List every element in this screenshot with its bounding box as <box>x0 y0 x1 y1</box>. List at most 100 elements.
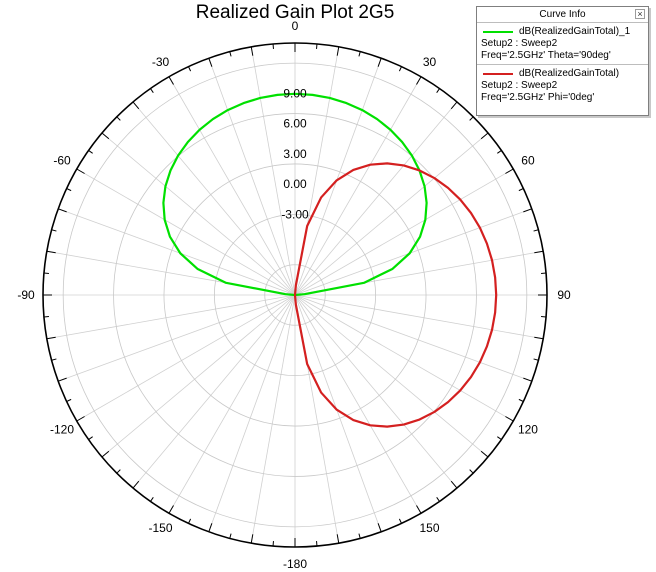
grid-spoke <box>132 294 296 489</box>
outer-tick <box>416 76 422 85</box>
curves <box>162 92 498 428</box>
ring-label: -3.00 <box>281 207 309 221</box>
legend-entry[interactable]: dB(RealizedGainTotal) Setup2 : Sweep2 Fr… <box>477 65 648 106</box>
outer-tick <box>534 250 544 254</box>
outer-tick <box>51 358 57 361</box>
outer-tick <box>377 58 382 67</box>
outer-tick <box>533 229 539 232</box>
outer-tick <box>188 66 192 72</box>
outer-tick <box>168 505 174 514</box>
legend-header: Curve Info × <box>477 7 648 23</box>
grid-spoke <box>294 208 532 296</box>
outer-tick <box>66 398 72 402</box>
grid-spoke <box>294 76 422 296</box>
outer-tick <box>46 336 56 340</box>
grid-spoke <box>294 294 532 382</box>
angle-tick-label: -90 <box>17 288 35 302</box>
legend-series-name: dB(RealizedGainTotal) <box>519 68 620 79</box>
outer-tick <box>188 518 192 524</box>
legend-series-setup: Setup2 : Sweep2 <box>481 80 558 91</box>
outer-tick <box>101 450 110 458</box>
grid-ring <box>213 213 377 377</box>
grid-spoke <box>294 294 544 340</box>
grid-spoke <box>132 101 296 296</box>
polar-grid <box>42 42 548 548</box>
outer-tick <box>229 533 232 539</box>
outer-tick <box>116 116 121 121</box>
outer-tick <box>336 534 340 544</box>
grid-ring <box>62 62 528 528</box>
outer-tick <box>480 450 489 458</box>
grid-spoke <box>294 101 458 296</box>
grid-ring <box>113 113 477 477</box>
angle-tick-label: 0 <box>292 19 299 33</box>
grid-spoke <box>294 294 514 422</box>
series-2-curve <box>293 162 498 428</box>
legend-title: Curve Info <box>539 9 586 20</box>
angle-tick-label: 150 <box>419 521 439 535</box>
angle-tick-label: 60 <box>521 154 535 168</box>
grid-spoke <box>294 294 422 514</box>
legend-entry[interactable]: dB(RealizedGainTotal)_1 Setup2 : Sweep2 … <box>477 23 648 65</box>
angle-tick-label: -60 <box>53 154 71 168</box>
outer-tick <box>336 46 340 56</box>
outer-tick <box>450 101 458 110</box>
grid-spoke <box>208 58 296 296</box>
outer-tick <box>523 208 532 213</box>
outer-tick <box>66 188 72 192</box>
legend-series-setup: Setup2 : Sweep2 <box>481 38 558 49</box>
chart-title: Realized Gain Plot 2G5 <box>195 2 395 23</box>
grid-spoke <box>58 294 296 382</box>
grid-ring <box>264 264 326 326</box>
grid-spoke <box>294 294 458 489</box>
angle-tick-label: -120 <box>50 423 74 437</box>
angle-tick-label: -180 <box>283 557 307 571</box>
outer-tick <box>416 505 422 514</box>
outer-tick <box>88 436 93 440</box>
outer-tick <box>101 132 110 140</box>
outer-tick <box>450 480 458 489</box>
outer-tick <box>51 229 57 232</box>
outer-tick <box>534 336 544 340</box>
grid-spoke <box>294 132 489 296</box>
outer-tick <box>497 150 502 154</box>
outer-tick <box>436 88 440 93</box>
grid-spoke <box>294 294 489 458</box>
grid-spoke <box>168 76 296 296</box>
outer-tick <box>398 66 402 72</box>
legend-series-condition: Freq='2.5GHz' Phi='0deg' <box>481 92 595 103</box>
outer-tick <box>76 168 85 174</box>
angle-tick-label: 120 <box>518 423 538 437</box>
grid-spoke <box>294 294 382 532</box>
grid-spoke <box>76 294 296 422</box>
outer-tick <box>480 132 489 140</box>
outer-tick <box>150 497 154 502</box>
outer-tick <box>58 208 67 213</box>
outer-tick <box>358 51 361 57</box>
outer-tick <box>436 497 440 502</box>
outer-tick <box>116 469 121 474</box>
outer-tick <box>250 46 254 56</box>
outer-tick <box>497 436 502 440</box>
grid-spoke <box>294 168 514 296</box>
outer-tick <box>58 377 67 382</box>
outer-tick <box>88 150 93 154</box>
ring-label: 0.00 <box>283 177 307 191</box>
grid-spoke <box>250 294 296 544</box>
outer-tick <box>250 534 254 544</box>
angle-tick-label: 30 <box>423 55 437 69</box>
close-icon[interactable]: × <box>635 9 645 19</box>
outer-tick <box>76 416 85 422</box>
grid-spoke <box>294 58 382 296</box>
grid-spoke <box>250 46 296 296</box>
angle-tick-label: -150 <box>148 521 172 535</box>
outer-tick <box>505 416 514 422</box>
legend[interactable]: Curve Info × dB(RealizedGainTotal)_1 Set… <box>476 6 649 116</box>
outer-tick <box>523 377 532 382</box>
outer-tick <box>208 523 213 532</box>
outer-tick <box>505 168 514 174</box>
legend-swatch-series-2 <box>483 72 513 75</box>
outer-tick <box>229 51 232 57</box>
ring-label: 6.00 <box>283 117 307 131</box>
